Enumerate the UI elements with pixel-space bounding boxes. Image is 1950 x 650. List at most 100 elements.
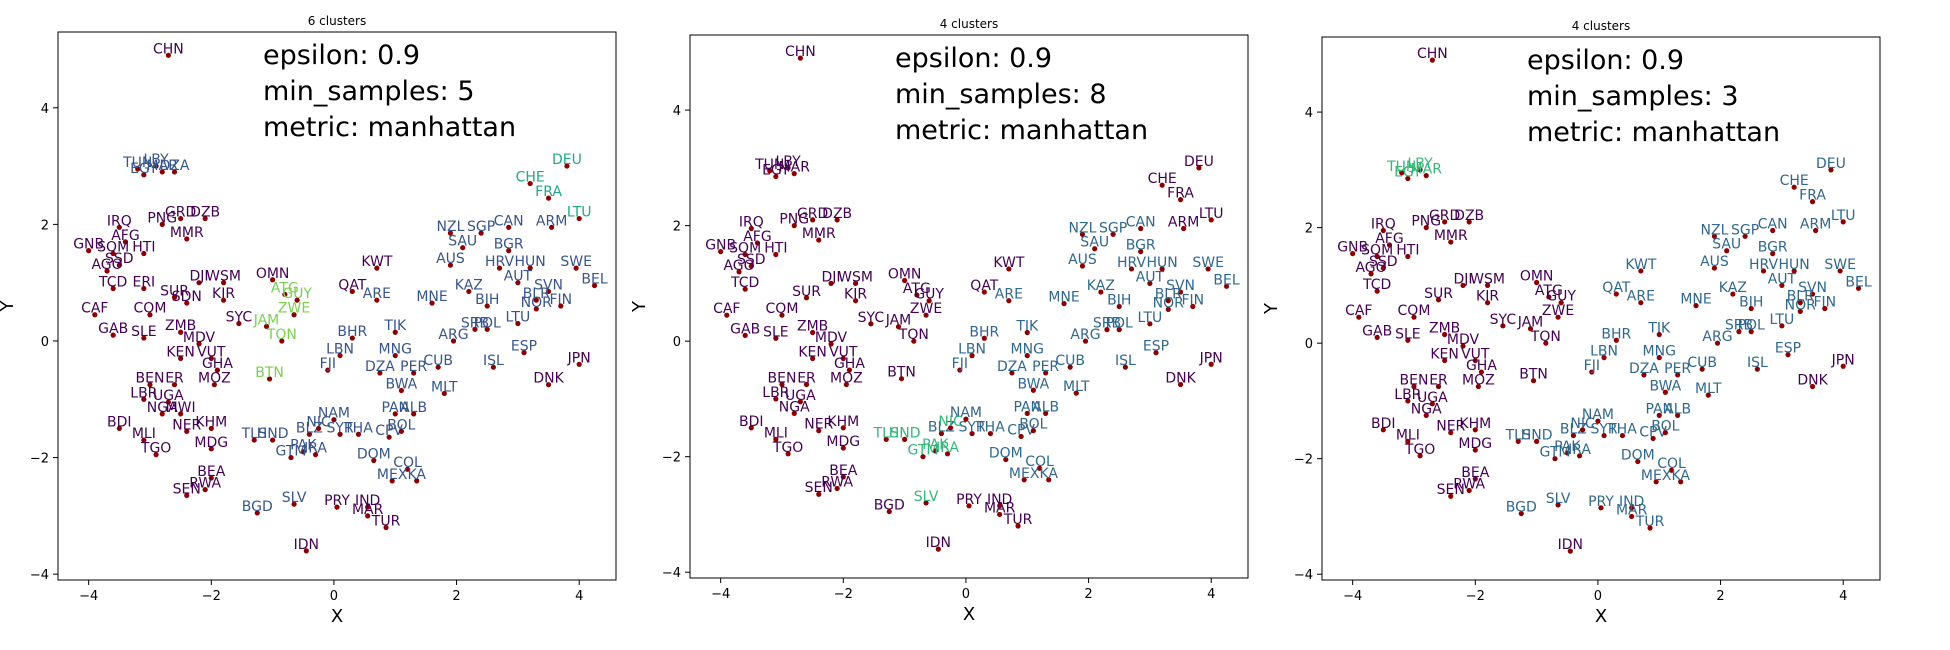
point-label: AUT bbox=[1136, 269, 1165, 285]
data-point bbox=[564, 163, 570, 169]
data-point bbox=[1656, 331, 1662, 338]
point-label: PER bbox=[1664, 361, 1691, 377]
data-point bbox=[208, 446, 214, 452]
point-label: NAM bbox=[950, 405, 982, 421]
point-label: MOZ bbox=[830, 370, 863, 386]
data-point bbox=[1067, 364, 1073, 370]
data-point bbox=[1030, 428, 1036, 434]
point-label: ER bbox=[165, 371, 184, 387]
point-label: MEX bbox=[1641, 468, 1672, 484]
point-label: HND bbox=[1521, 427, 1553, 443]
point-label: BEA bbox=[1461, 465, 1489, 481]
data-point bbox=[478, 230, 484, 236]
data-point bbox=[266, 376, 273, 382]
data-point bbox=[1748, 329, 1754, 335]
point-label: SOM bbox=[729, 241, 761, 257]
point-label: SYR bbox=[958, 420, 985, 436]
point-label: PNG bbox=[147, 210, 177, 226]
point-label: DOM bbox=[1621, 448, 1655, 464]
point-label: EGY bbox=[762, 163, 790, 179]
point-label: WSM bbox=[838, 269, 873, 285]
point-label: BEL bbox=[1845, 274, 1871, 290]
data-point bbox=[1138, 249, 1144, 255]
point-label: UGA bbox=[1417, 390, 1448, 406]
data-point bbox=[742, 251, 748, 258]
data-point bbox=[349, 335, 355, 341]
point-label: PRY bbox=[1588, 494, 1614, 510]
data-point bbox=[791, 171, 797, 177]
point-label: ESP bbox=[1775, 341, 1801, 357]
data-point bbox=[1472, 476, 1478, 482]
x-axis-label: X bbox=[331, 606, 343, 627]
data-point bbox=[1159, 182, 1165, 188]
point-label: TCD bbox=[98, 275, 127, 291]
subplot-1: 6 clusters−4−2024−4−2024XYCHNLBYTUNMAREG… bbox=[0, 14, 617, 627]
point-label: NER bbox=[1436, 419, 1465, 435]
data-point bbox=[1405, 398, 1411, 404]
point-label: GAB bbox=[1362, 323, 1392, 339]
point-label: NGA bbox=[147, 400, 178, 416]
point-label: SYC bbox=[226, 309, 253, 325]
data-point bbox=[1840, 363, 1846, 369]
data-point bbox=[1779, 282, 1785, 288]
data-point bbox=[1601, 355, 1607, 361]
data-point bbox=[110, 332, 116, 338]
point-label: VUT bbox=[829, 344, 858, 360]
point-label: TGO bbox=[772, 440, 803, 456]
point-label: PAK bbox=[922, 437, 949, 453]
point-label: ERI bbox=[132, 275, 155, 291]
data-point bbox=[371, 457, 377, 464]
data-point bbox=[86, 248, 92, 254]
point-label: AUS bbox=[1068, 252, 1097, 268]
data-point bbox=[171, 294, 178, 300]
data-point bbox=[785, 165, 791, 171]
data-point bbox=[1024, 410, 1030, 416]
data-point bbox=[466, 288, 472, 295]
data-point bbox=[303, 548, 309, 554]
data-point bbox=[441, 390, 447, 397]
point-label: DZA bbox=[365, 359, 395, 375]
data-point bbox=[1165, 306, 1171, 312]
point-label: LBN bbox=[326, 342, 354, 358]
point-label: ATG bbox=[1535, 283, 1563, 299]
data-point bbox=[803, 295, 810, 301]
data-point bbox=[1073, 390, 1079, 396]
data-point bbox=[1478, 369, 1485, 375]
data-point bbox=[1006, 266, 1012, 272]
y-tick-label: 2 bbox=[41, 218, 49, 233]
point-label: KWT bbox=[361, 254, 393, 270]
point-label: KA bbox=[1671, 468, 1690, 484]
point-label: JPN bbox=[1831, 352, 1855, 368]
subplot-3: 4 clusters−4 −2 0 2 4−4−2024XYCHNLBYTUNMAREG… bbox=[1261, 19, 1881, 627]
point-label: NGA bbox=[1411, 401, 1442, 417]
point-label: SRB bbox=[461, 315, 489, 331]
point-label: CUB bbox=[423, 353, 453, 369]
data-point bbox=[450, 338, 457, 344]
data-point bbox=[1435, 297, 1442, 303]
data-point bbox=[828, 341, 834, 347]
data-point bbox=[1552, 456, 1558, 462]
point-label: COM bbox=[1398, 303, 1431, 319]
point-label: ARE bbox=[1627, 289, 1655, 305]
data-point bbox=[748, 425, 754, 431]
point-label: DJI bbox=[1454, 271, 1473, 287]
data-point bbox=[254, 510, 260, 516]
y-tick-label: 4 bbox=[673, 104, 681, 119]
data-point bbox=[386, 434, 392, 440]
point-label: QAT bbox=[970, 278, 999, 294]
point-label: GAB bbox=[730, 321, 760, 337]
point-label: LBY bbox=[776, 154, 802, 170]
y-tick-label: 0 bbox=[673, 335, 681, 350]
data-point bbox=[1527, 326, 1534, 332]
data-point bbox=[1417, 167, 1423, 173]
data-point bbox=[316, 425, 322, 432]
data-point bbox=[472, 326, 478, 332]
data-point bbox=[159, 411, 165, 417]
data-point bbox=[1386, 242, 1393, 248]
point-label: NOR bbox=[1153, 295, 1184, 311]
data-point bbox=[178, 215, 184, 222]
data-point bbox=[484, 303, 490, 309]
data-point bbox=[1442, 357, 1448, 364]
point-label: MOZ bbox=[1462, 372, 1495, 388]
point-label: SAU bbox=[448, 234, 477, 250]
